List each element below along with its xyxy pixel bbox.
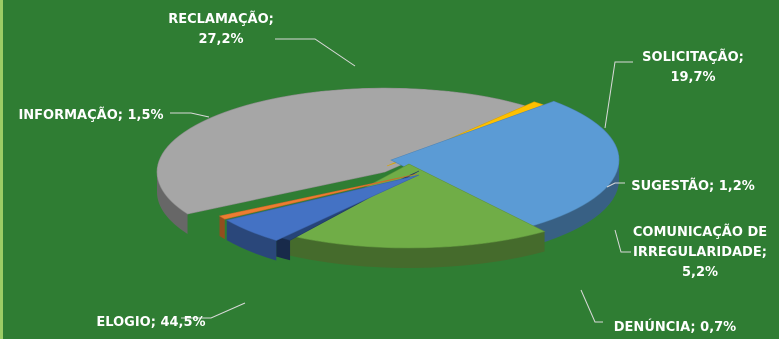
leader-line <box>606 182 625 188</box>
slice-solicita-o <box>279 163 546 249</box>
data-label-comunica-o-de-irregularidade: COMUNICAÇÃO DE IRREGULARIDADE; 5,2% <box>633 224 767 280</box>
slice-side-comunica-o-de-irregularidade <box>226 220 277 261</box>
leader-line <box>614 229 631 253</box>
slice-elogio <box>156 87 534 215</box>
data-label-sugest-o: SUGESTÃO; 1,2% <box>631 178 755 194</box>
slice-side-reclama-o <box>526 160 619 248</box>
leader-line <box>604 61 633 129</box>
leader-line <box>181 302 246 319</box>
data-label-den-ncia: DENÚNCIA; 0,7% <box>614 319 736 335</box>
slice-side-elogio <box>157 172 188 234</box>
slice-side-sugest-o <box>276 236 291 261</box>
slice-reclama-o <box>390 100 620 228</box>
pie-chart: ELOGIO; 44,5% INFORMAÇÃO; 1,5% RECLAMAÇÃO;… <box>18 11 767 335</box>
slice-den-ncia <box>218 173 418 220</box>
leader-line <box>275 38 356 67</box>
data-label-elogio: ELOGIO; 44,5% <box>96 315 205 330</box>
leader-line <box>580 289 603 323</box>
data-label-reclama-o: RECLAMAÇÃO; 27,2% <box>168 11 274 47</box>
data-label-informa-o: INFORMAÇÃO; 1,5% <box>18 107 163 123</box>
data-label-solicita-o: SOLICITAÇÃO; 19,7% <box>642 49 744 85</box>
slice-side-den-ncia <box>219 216 225 240</box>
slice-side-solicita-o <box>280 231 545 268</box>
slice-comunica-o-de-irregularidade <box>225 174 420 241</box>
leader-line <box>170 112 210 118</box>
